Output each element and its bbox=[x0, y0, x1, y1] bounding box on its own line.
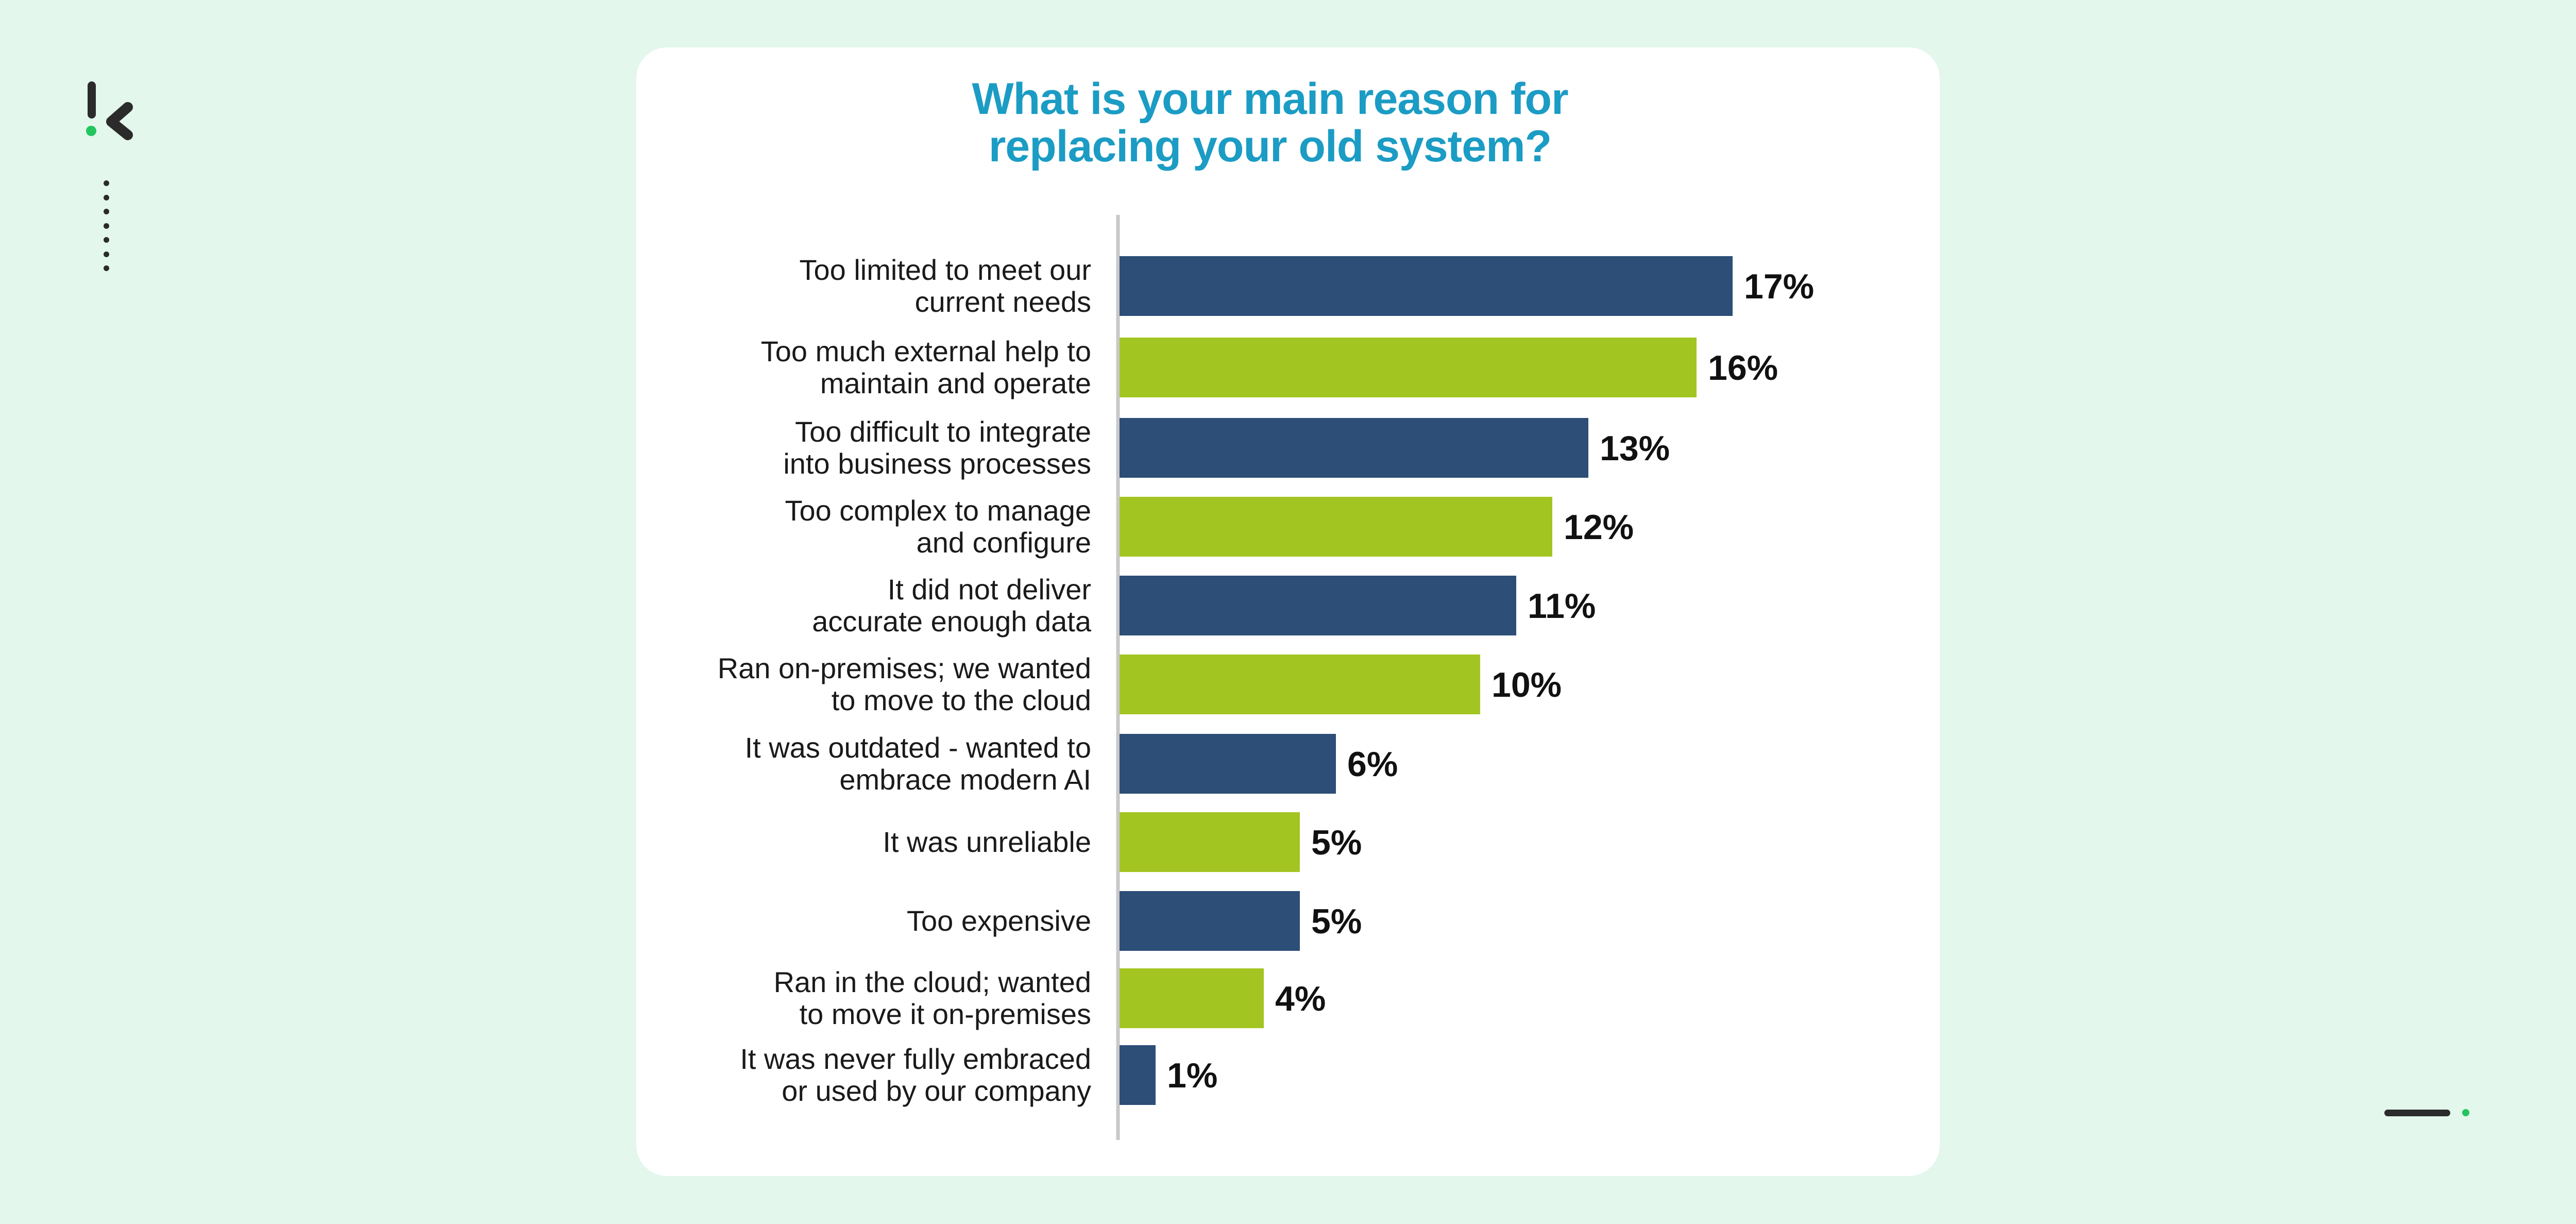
bar-5 bbox=[1120, 576, 1516, 635]
category-label-2: Too much external help to maintain and op… bbox=[761, 335, 1091, 399]
vertical-dots-icon[interactable] bbox=[101, 180, 111, 278]
bar-8 bbox=[1120, 812, 1300, 872]
category-label-4: Too complex to manage and configure bbox=[785, 494, 1091, 559]
category-label-6: Ran on-premises; we wanted to move to the… bbox=[718, 652, 1091, 716]
bar-6 bbox=[1120, 655, 1480, 714]
chart-title: What is your main reason for replacing y… bbox=[972, 74, 1568, 171]
bar-11 bbox=[1120, 1045, 1156, 1105]
k-logo-icon bbox=[86, 81, 133, 140]
bar-2 bbox=[1120, 338, 1697, 397]
bar-value-label-5: 11% bbox=[1528, 586, 1596, 626]
category-label-5: It did not deliver accurate enough data bbox=[812, 573, 1092, 638]
chart-card: What is your main reason for replacing y… bbox=[636, 47, 1940, 1176]
bar-chart: 17% Too limited to meet our current needs 1… bbox=[718, 215, 1814, 1140]
bar-9 bbox=[1120, 891, 1300, 951]
bar-value-label-6: 10% bbox=[1492, 665, 1562, 705]
category-label-11: It was never fully embraced or used by ou… bbox=[740, 1043, 1091, 1107]
category-label-8: It was unreliable bbox=[883, 826, 1091, 858]
bar-value-label-7: 6% bbox=[1347, 745, 1398, 784]
bar-value-label-1: 17% bbox=[1744, 267, 1814, 306]
bar-value-label-11: 1% bbox=[1167, 1056, 1217, 1095]
category-label-9: Too expensive bbox=[907, 904, 1091, 937]
category-label-3: Too difficult to integrate into business … bbox=[783, 415, 1091, 480]
bar-value-label-9: 5% bbox=[1311, 902, 1362, 941]
category-label-1: Too limited to meet our current needs bbox=[800, 254, 1091, 318]
category-label-10: Ran in the cloud; wanted to move it on-pr… bbox=[774, 966, 1091, 1030]
bar-10 bbox=[1120, 968, 1264, 1028]
category-label-7: It was outdated - wanted to embrace moder… bbox=[745, 731, 1091, 796]
bar-4 bbox=[1120, 497, 1552, 557]
slide-pager-icon[interactable] bbox=[2384, 1108, 2472, 1118]
bar-3 bbox=[1120, 418, 1588, 478]
bar-value-label-10: 4% bbox=[1275, 979, 1326, 1018]
bar-1 bbox=[1120, 256, 1733, 316]
logo bbox=[82, 77, 134, 144]
bar-7 bbox=[1120, 734, 1336, 794]
bar-value-label-4: 12% bbox=[1564, 508, 1634, 547]
bar-value-label-2: 16% bbox=[1708, 348, 1778, 388]
bar-value-label-8: 5% bbox=[1311, 823, 1362, 862]
bar-value-label-3: 13% bbox=[1600, 429, 1670, 468]
